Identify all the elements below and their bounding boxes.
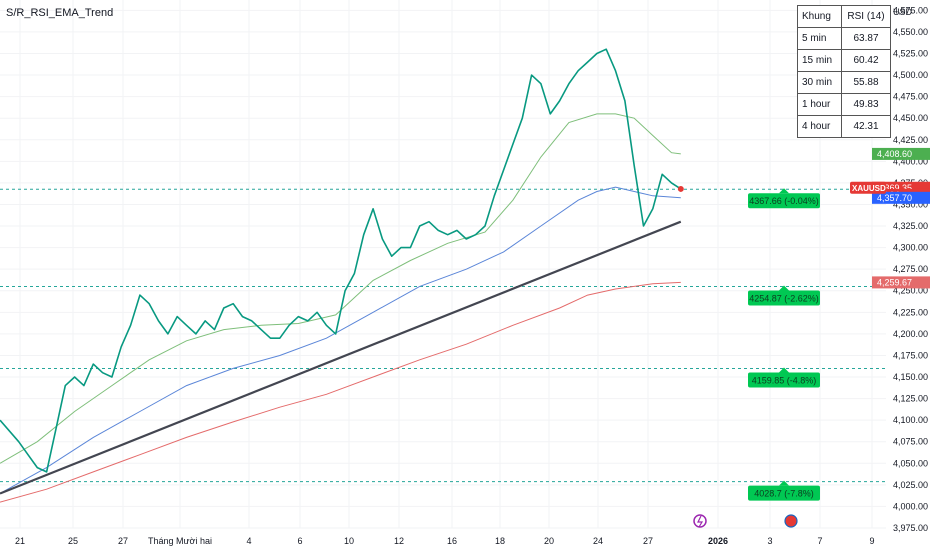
rsi-timeframe: 1 hour bbox=[797, 93, 842, 116]
rsi-table-header: Khung RSI (14) bbox=[797, 5, 891, 28]
y-tick-label: 4,100.00 bbox=[893, 415, 928, 425]
symbol-badge bbox=[850, 181, 886, 194]
support-label-text: 4254.87 (-2.62%) bbox=[749, 294, 819, 304]
rsi-row: 1 hour 49.83 bbox=[797, 93, 891, 116]
x-tick-label: 4 bbox=[246, 536, 251, 546]
x-tick-label: 27 bbox=[118, 536, 128, 546]
x-tick-label: Tháng Mười hai bbox=[148, 536, 212, 546]
y-tick-label: 4,125.00 bbox=[893, 394, 928, 404]
y-tick-label: 4,350.00 bbox=[893, 199, 928, 209]
rsi-row: 15 min 60.42 bbox=[797, 49, 891, 72]
rsi-table: Khung RSI (14) 5 min 63.87 15 min 60.42 … bbox=[797, 5, 891, 138]
price-badge-text: 4,357.70 bbox=[877, 193, 912, 203]
y-tick-label: 4,325.00 bbox=[893, 221, 928, 231]
ema-series-line bbox=[0, 281, 681, 503]
rsi-row: 5 min 63.87 bbox=[797, 27, 891, 50]
ema-series-line bbox=[0, 186, 681, 494]
y-tick-label: 4,200.00 bbox=[893, 329, 928, 339]
x-tick-label: 27 bbox=[643, 536, 653, 546]
price-badge bbox=[872, 276, 930, 289]
indicator-title[interactable]: S/R_RSI_EMA_Trend bbox=[6, 7, 114, 19]
y-tick-label: 4,075.00 bbox=[893, 437, 928, 447]
rsi-row: 4 hour 42.31 bbox=[797, 115, 891, 138]
rsi-header-timeframe: Khung bbox=[797, 5, 842, 28]
support-label-text: 4367.66 (-0.04%) bbox=[749, 196, 819, 206]
trendline bbox=[0, 220, 682, 495]
x-tick-label: 7 bbox=[817, 536, 822, 546]
x-tick-label: 3 bbox=[767, 536, 772, 546]
lightning-glyph-icon bbox=[697, 515, 704, 528]
y-tick-label: 4,250.00 bbox=[893, 286, 928, 296]
y-tick-label: 4,525.00 bbox=[893, 48, 928, 58]
y-tick-label: 4,300.00 bbox=[893, 243, 928, 253]
y-tick-label: 4,225.00 bbox=[893, 307, 928, 317]
rsi-row: 30 min 55.88 bbox=[797, 71, 891, 94]
y-tick-label: 4,275.00 bbox=[893, 264, 928, 274]
rsi-timeframe: 5 min bbox=[797, 27, 842, 50]
y-tick-label: 4,575.00 bbox=[893, 5, 928, 15]
rsi-header-value: RSI (14) bbox=[841, 5, 891, 28]
price-badge bbox=[872, 191, 930, 204]
y-tick-label: 4,475.00 bbox=[893, 92, 928, 102]
y-tick-label: 4,050.00 bbox=[893, 458, 928, 468]
y-tick-label: 4,400.00 bbox=[893, 156, 928, 166]
x-tick-label: 21 bbox=[15, 536, 25, 546]
x-tick-label: 10 bbox=[344, 536, 354, 546]
price-line bbox=[0, 48, 682, 473]
rsi-timeframe: 15 min bbox=[797, 49, 842, 72]
price-badge-text: 4,369.35 bbox=[877, 183, 912, 193]
ema-series-line bbox=[0, 113, 681, 464]
y-tick-label: 4,175.00 bbox=[893, 350, 928, 360]
y-tick-label: 4,550.00 bbox=[893, 27, 928, 37]
x-tick-label: 12 bbox=[394, 536, 404, 546]
x-tick-label: 9 bbox=[869, 536, 874, 546]
support-label-arrow bbox=[779, 367, 789, 373]
us-flag-event-icon bbox=[784, 514, 798, 528]
x-tick-label: 20 bbox=[544, 536, 554, 546]
support-label-box bbox=[748, 485, 820, 501]
x-tick-label: 25 bbox=[68, 536, 78, 546]
x-tick-label: 6 bbox=[297, 536, 302, 546]
rsi-value: 49.83 bbox=[841, 93, 891, 116]
support-label-arrow bbox=[779, 480, 789, 486]
x-tick-label: 18 bbox=[495, 536, 505, 546]
y-tick-label: 4,425.00 bbox=[893, 135, 928, 145]
price-badge-text: 4,259.67 bbox=[877, 277, 912, 287]
rsi-timeframe: 4 hour bbox=[797, 115, 842, 138]
support-label-box bbox=[748, 193, 820, 209]
rsi-value: 60.42 bbox=[841, 49, 891, 72]
rsi-timeframe: 30 min bbox=[797, 71, 842, 94]
x-tick-label: 24 bbox=[593, 536, 603, 546]
support-label-text: 4159.85 (-4.8%) bbox=[752, 376, 817, 386]
rsi-value: 63.87 bbox=[841, 27, 891, 50]
y-tick-label: 4,025.00 bbox=[893, 480, 928, 490]
symbol-badge-text: XAUUSD bbox=[852, 184, 886, 193]
last-price-marker bbox=[677, 185, 684, 192]
support-label-text: 4028.7 (-7.8%) bbox=[754, 489, 814, 499]
price-badge-text: 4,408.60 bbox=[877, 149, 912, 159]
y-tick-label: 4,500.00 bbox=[893, 70, 928, 80]
support-label-arrow bbox=[779, 188, 789, 194]
price-badge bbox=[872, 147, 930, 160]
support-label-arrow bbox=[779, 285, 789, 291]
y-tick-label: 4,000.00 bbox=[893, 501, 928, 511]
rsi-value: 55.88 bbox=[841, 71, 891, 94]
lightning-event-icon bbox=[693, 514, 707, 528]
rsi-value: 42.31 bbox=[841, 115, 891, 138]
support-label-box bbox=[748, 290, 820, 306]
y-tick-label: 4,450.00 bbox=[893, 113, 928, 123]
currency-label[interactable]: USD bbox=[893, 7, 913, 17]
x-tick-label: 2026 bbox=[708, 536, 728, 546]
y-tick-label: 4,150.00 bbox=[893, 372, 928, 382]
support-label-box bbox=[748, 372, 820, 388]
y-tick-label: 3,975.00 bbox=[893, 523, 928, 533]
x-tick-label: 16 bbox=[447, 536, 457, 546]
